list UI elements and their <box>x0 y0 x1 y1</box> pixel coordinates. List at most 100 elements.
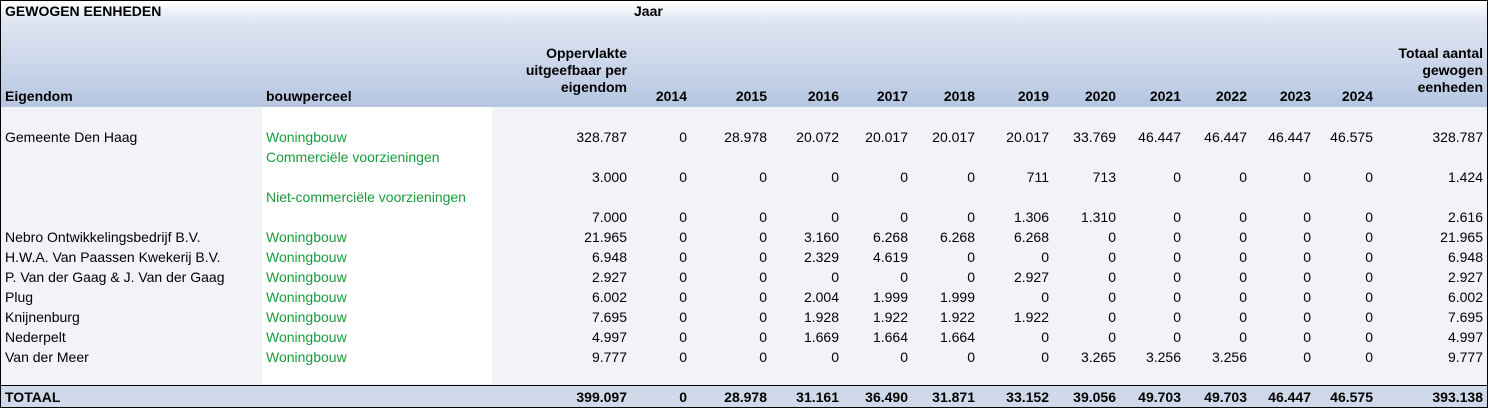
table-cell: 328.787 <box>576 129 627 145</box>
header-totaal: Totaal aantal gewogen eenheden <box>1398 45 1483 95</box>
table-cell: 1.928 <box>803 309 839 325</box>
table-cell: 328.787 <box>1432 129 1483 145</box>
table-cell: 46.447 <box>1204 129 1247 145</box>
table-cell: 0 <box>1239 269 1247 285</box>
row-bouwperceel: Woningbouw <box>266 289 347 305</box>
header-year: 2023 <box>1279 88 1311 104</box>
table-cell: 0 <box>679 329 687 345</box>
table-cell: 0 <box>1108 289 1116 305</box>
row-bouwperceel: Woningbouw <box>266 249 347 265</box>
total-cell: 49.703 <box>1204 389 1247 405</box>
table-cell: 0 <box>1041 349 1049 365</box>
table-cell: 0 <box>1239 209 1247 225</box>
table-cell: 0 <box>759 349 767 365</box>
table-cell: 3.000 <box>591 169 627 185</box>
row-bouwperceel: Woningbouw <box>266 349 347 365</box>
sheet-title: GEWOGEN EENHEDEN <box>5 3 162 19</box>
header-eigendom: Eigendom <box>5 88 73 104</box>
total-cell: 46.575 <box>1330 389 1373 405</box>
table-cell: 2.004 <box>803 289 839 305</box>
table-cell: 0 <box>1365 209 1373 225</box>
table-cell: 1.922 <box>939 309 975 325</box>
table-cell: 0 <box>900 169 908 185</box>
table-cell: 0 <box>759 249 767 265</box>
total-label: TOTAAL <box>5 389 61 405</box>
row-bouwperceel: Woningbouw <box>266 329 347 345</box>
table-cell: 0 <box>831 269 839 285</box>
table-cell: 21.965 <box>1440 229 1483 245</box>
jaar-label: Jaar <box>634 3 663 19</box>
total-cell: 31.161 <box>796 389 839 405</box>
header-band <box>1 1 1487 107</box>
table-cell: 1.999 <box>872 289 908 305</box>
table-cell: 0 <box>1365 229 1373 245</box>
table-cell: 21.965 <box>584 229 627 245</box>
table-cell: 0 <box>679 269 687 285</box>
table-cell: 0 <box>679 249 687 265</box>
header-year: 2014 <box>655 88 687 104</box>
table-cell: 4.619 <box>872 249 908 265</box>
header-year: 2020 <box>1084 88 1116 104</box>
table-cell: 46.447 <box>1138 129 1181 145</box>
table-cell: 0 <box>1108 329 1116 345</box>
row-eigendom: Knijnenburg <box>5 309 80 325</box>
table-cell: 1.664 <box>872 329 908 345</box>
table-cell: 713 <box>1092 169 1116 185</box>
row-eigendom: Nederpelt <box>5 329 66 345</box>
table-cell: 28.978 <box>724 129 767 145</box>
header-year: 2022 <box>1215 88 1247 104</box>
table-cell: 20.017 <box>932 129 975 145</box>
table-cell: 0 <box>831 169 839 185</box>
table-cell: 0 <box>679 309 687 325</box>
table-cell: 0 <box>967 349 975 365</box>
table-cell: 0 <box>967 209 975 225</box>
total-cell: 36.490 <box>865 389 908 405</box>
table-cell: 20.072 <box>796 129 839 145</box>
table-cell: 0 <box>1108 229 1116 245</box>
header-year: 2017 <box>876 88 908 104</box>
table-cell: 0 <box>759 229 767 245</box>
table-cell: 0 <box>1041 329 1049 345</box>
table-cell: 0 <box>1365 249 1373 265</box>
table-cell: 1.424 <box>1447 169 1483 185</box>
row-bouwperceel: Woningbouw <box>266 309 347 325</box>
table-cell: 0 <box>1108 309 1116 325</box>
table-cell: 0 <box>1365 349 1373 365</box>
header-year: 2024 <box>1341 88 1373 104</box>
table-cell: 46.447 <box>1268 129 1311 145</box>
total-cell: 393.138 <box>1432 389 1483 405</box>
header-year: 2015 <box>735 88 767 104</box>
header-year: 2021 <box>1149 88 1181 104</box>
header-year: 2016 <box>807 88 839 104</box>
table-cell: 0 <box>1108 249 1116 265</box>
table-cell: 0 <box>1239 309 1247 325</box>
total-cell: 399.097 <box>576 389 627 405</box>
table-cell: 0 <box>1239 249 1247 265</box>
table-cell: 7.695 <box>1447 309 1483 325</box>
table-cell: 0 <box>1303 329 1311 345</box>
table-cell: 0 <box>1365 269 1373 285</box>
header-year: 2019 <box>1017 88 1049 104</box>
total-row: TOTAAL 399.097 0 28.978 31.161 36.490 31.871 3… <box>1 385 1487 407</box>
table-cell: 0 <box>1303 229 1311 245</box>
row-eigendom: P. Van der Gaag & J. Van der Gaag <box>5 269 225 285</box>
table-cell: 0 <box>1239 229 1247 245</box>
table-cell: 0 <box>831 349 839 365</box>
table-cell: 9.777 <box>591 349 627 365</box>
table-cell: 3.256 <box>1145 349 1181 365</box>
table-cell: 0 <box>1303 249 1311 265</box>
table-cell: 0 <box>967 249 975 265</box>
table-cell: 0 <box>831 209 839 225</box>
row-eigendom: H.W.A. Van Paassen Kwekerij B.V. <box>5 249 221 265</box>
table-cell: 6.268 <box>939 229 975 245</box>
table-cell: 0 <box>1303 269 1311 285</box>
table-cell: 3.256 <box>1211 349 1247 365</box>
table-cell: 1.922 <box>1013 309 1049 325</box>
table-cell: 0 <box>1108 269 1116 285</box>
table-cell: 0 <box>900 349 908 365</box>
table-cell: 2.927 <box>1447 269 1483 285</box>
table-cell: 0 <box>679 289 687 305</box>
table-cell: 0 <box>1365 329 1373 345</box>
table-cell: 6.268 <box>1013 229 1049 245</box>
